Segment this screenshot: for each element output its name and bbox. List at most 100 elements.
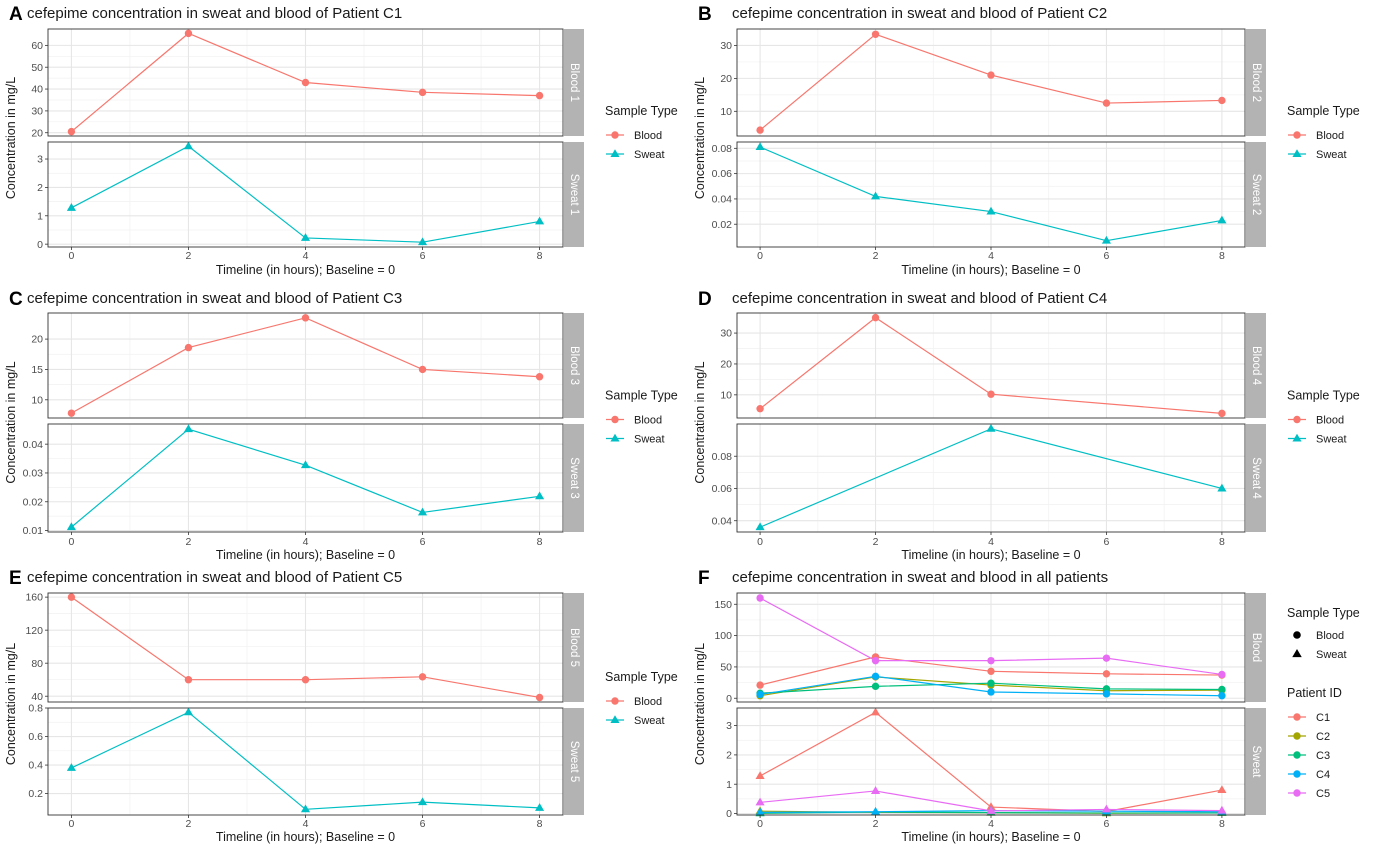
x-tick-label: 2: [873, 536, 879, 548]
legend-label: C1: [1316, 712, 1330, 724]
y-tick-label: 20: [720, 359, 732, 371]
data-point: [1217, 785, 1227, 794]
data-point: [1101, 235, 1112, 244]
data-point: [1102, 654, 1111, 662]
x-tick-label: 4: [988, 818, 994, 830]
series-sweat: [755, 142, 1227, 244]
series-line: [759, 316, 1222, 414]
y-tick-label: 0.08: [712, 451, 733, 463]
facet-blood-3: 10 15 20 Blood 3: [31, 312, 584, 419]
facet-blood-5: 40 80 120 160 Blood 5: [25, 592, 584, 703]
legend-title: Sample Type: [605, 670, 678, 684]
data-point: [183, 424, 194, 433]
legend-key-circle: [1293, 631, 1301, 639]
data-point: [871, 672, 880, 681]
x-tick-label: 8: [1219, 250, 1225, 262]
legend-label: Blood: [634, 696, 662, 708]
legend-key-circle: [1293, 415, 1301, 424]
facet-strip: [564, 29, 584, 136]
panel-title: cefepime concentration in sweat and bloo…: [732, 5, 1107, 22]
data-point: [986, 806, 996, 814]
x-tick-label: 4: [988, 250, 994, 262]
panel-letter: F: [698, 568, 710, 589]
y-tick-label: 0.01: [23, 525, 44, 537]
panel-letter: A: [9, 4, 23, 25]
y-tick-label: 0: [37, 239, 43, 251]
data-point: [66, 763, 76, 771]
x-tick-label: 6: [420, 818, 426, 830]
data-point: [66, 203, 76, 211]
legend-label: Sweat: [1316, 149, 1347, 161]
y-tick-label: 0.02: [23, 496, 44, 508]
facet-strip: [1246, 708, 1266, 815]
legend-key-circle: [611, 415, 619, 424]
y-tick-label: 120: [25, 625, 43, 637]
x-tick-label: 2: [873, 818, 879, 830]
x-tick-label: 8: [1219, 536, 1225, 548]
panel-title: cefepime concentration in sweat and bloo…: [27, 569, 402, 586]
facet-strip-label: Sweat 4: [1250, 457, 1262, 499]
x-tick-label: 0: [68, 536, 74, 548]
data-point: [535, 91, 544, 100]
data-point: [301, 314, 310, 322]
series-sweat: [66, 707, 545, 813]
data-point: [300, 460, 311, 469]
plot-border: [47, 312, 564, 419]
facet-strip-label: Blood 5: [568, 628, 580, 667]
data-point: [1217, 805, 1227, 814]
x-tick-label: 6: [420, 536, 426, 548]
data-point: [870, 786, 881, 794]
x-tick-label: 2: [186, 250, 192, 262]
data-point: [1217, 215, 1227, 224]
x-axis-label: Timeline (in hours); Baseline = 0: [901, 263, 1080, 277]
data-point: [535, 491, 545, 500]
legend-label: Blood: [1316, 630, 1344, 642]
data-point: [417, 507, 428, 516]
y-tick-label: 0: [726, 693, 732, 705]
data-point: [756, 681, 764, 689]
x-tick-label: 2: [186, 536, 192, 548]
legend-key-circle: [1293, 713, 1301, 721]
y-axis-label: Concentration in mg/L: [693, 361, 707, 483]
data-point: [1218, 685, 1226, 694]
legend-title: Sample Type: [1287, 104, 1360, 118]
data-point: [756, 405, 764, 413]
x-tick-label: 4: [303, 818, 309, 830]
panel-title: cefepime concentration in sweat and bloo…: [732, 569, 1108, 586]
legend-label: Blood: [634, 130, 662, 142]
y-tick-label: 0.8: [28, 703, 43, 715]
y-tick-label: 3: [726, 720, 732, 732]
facet-strip-label: Sweat: [1250, 746, 1262, 779]
data-point: [987, 390, 995, 398]
data-point: [1101, 804, 1112, 813]
panel-title: cefepime concentration in sweat and bloo…: [27, 5, 402, 22]
panel-title: cefepime concentration in sweat and bloo…: [27, 290, 402, 307]
x-axis-label: Timeline (in hours); Baseline = 0: [901, 830, 1080, 844]
y-tick-label: 50: [720, 662, 732, 674]
facet-strip: [1246, 29, 1266, 136]
y-axis-label: Concentration in mg/L: [693, 643, 707, 765]
x-tick-label: 2: [186, 818, 192, 830]
legend-color-title: Patient ID: [1287, 686, 1342, 700]
legend: Sample Type Blood Sweat: [605, 104, 678, 161]
x-tick-label: 8: [1219, 818, 1225, 830]
panel-letter: E: [9, 568, 22, 589]
y-tick-label: 2: [726, 750, 732, 762]
x-tick-label: 0: [68, 818, 74, 830]
plot-border: [736, 312, 1246, 419]
y-tick-label: 0.03: [23, 468, 44, 480]
data-point: [987, 656, 995, 665]
data-point: [987, 71, 995, 79]
data-point: [535, 693, 544, 702]
data-point: [67, 593, 76, 601]
x-tick-label: 4: [988, 536, 994, 548]
data-point: [183, 707, 194, 716]
data-point: [535, 216, 545, 225]
y-tick-label: 0.08: [712, 143, 733, 155]
legend: Sample Type Blood Sweat: [1287, 104, 1360, 161]
series-c5: [755, 786, 1227, 814]
legend-title: Sample Type: [605, 104, 678, 118]
y-tick-label: 60: [31, 40, 43, 52]
